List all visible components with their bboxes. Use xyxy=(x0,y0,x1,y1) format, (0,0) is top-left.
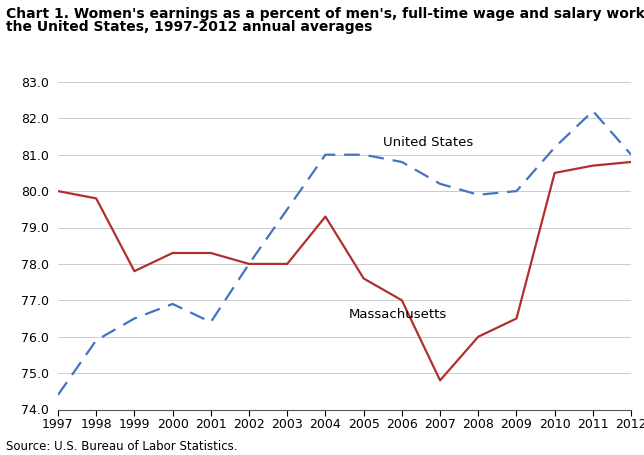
Text: the United States, 1997-2012 annual averages: the United States, 1997-2012 annual aver… xyxy=(6,20,373,35)
Text: Massachusetts: Massachusetts xyxy=(348,308,446,321)
Text: United States: United States xyxy=(383,136,473,149)
Text: Source: U.S. Bureau of Labor Statistics.: Source: U.S. Bureau of Labor Statistics. xyxy=(6,440,238,453)
Text: Chart 1. Women's earnings as a percent of men's, full-time wage and salary worke: Chart 1. Women's earnings as a percent o… xyxy=(6,7,644,21)
